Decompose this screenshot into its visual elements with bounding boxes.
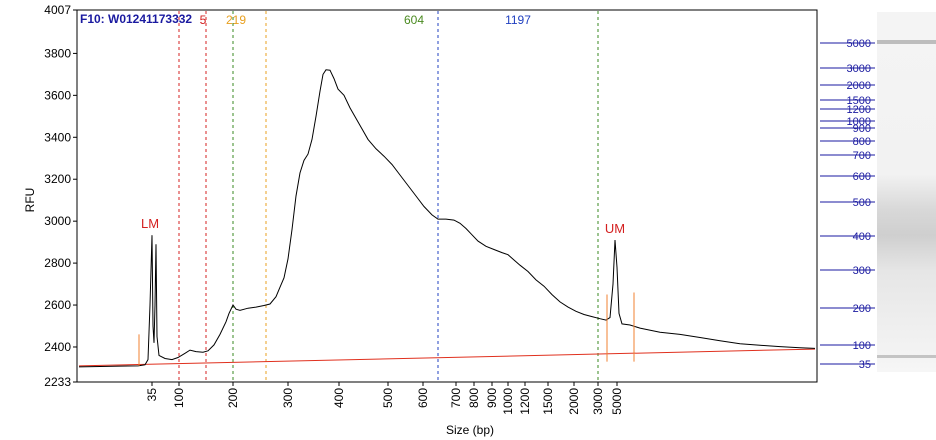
x-tick-label: 400: [332, 388, 346, 408]
x-axis-title: Size (bp): [446, 423, 494, 437]
y-tick-label: 3600: [44, 88, 71, 102]
x-tick-label: 2000: [567, 388, 581, 415]
ladder-label: 200: [853, 303, 871, 315]
y-tick-label: 2400: [44, 340, 71, 354]
x-tick-label: 200: [226, 388, 240, 408]
ladder-label: 2000: [847, 80, 871, 92]
ladder-label: 400: [853, 231, 871, 243]
marker-label: UM: [605, 221, 625, 236]
peak-size-label: 219: [226, 13, 246, 27]
ladder-label: 600: [853, 171, 871, 183]
ladder-label: 1200: [847, 104, 871, 116]
y-tick-label: 3400: [44, 130, 71, 144]
x-tick-label: 500: [381, 388, 395, 408]
baseline-line: [78, 348, 816, 367]
x-tick-label: 900: [485, 388, 499, 408]
y-tick-label: 2600: [44, 298, 71, 312]
ladder-label: 5000: [847, 38, 871, 50]
x-tick-label: 800: [467, 388, 481, 408]
ladder-label: 900: [853, 123, 871, 135]
ladder-label: 1000: [847, 116, 871, 128]
gel-band-top: [877, 40, 936, 44]
y-tick-label: 3800: [44, 46, 71, 60]
ladder-label: 700: [853, 150, 871, 162]
y-tick-label: 4007: [44, 3, 71, 17]
y-tick-label: 2233: [44, 375, 71, 389]
baseline: [78, 348, 816, 367]
gel-lane-image: [877, 12, 936, 372]
y-axis-title: RFU: [23, 188, 37, 213]
x-tick-label: 100: [172, 388, 186, 408]
trace: [78, 69, 816, 368]
ladder-label: 300: [853, 265, 871, 277]
ladder-label: 100: [853, 340, 871, 352]
plot-area: [76, 9, 818, 383]
gel-band-bottom: [877, 355, 936, 358]
y-tick-label: 3200: [44, 172, 71, 186]
chart-labels: LM UM 5 219 604 1197: [141, 13, 625, 236]
y-tick-label: 3000: [44, 214, 71, 228]
peak-region-lines: [178, 11, 599, 381]
ladder-label: 500: [853, 197, 871, 209]
x-tick-label: 5000: [610, 388, 624, 415]
y-tick-label: 2800: [44, 256, 71, 270]
x-tick-label: 35: [145, 388, 159, 402]
x-tick-label: 700: [449, 388, 463, 408]
marker-label: LM: [141, 216, 159, 231]
ladder-label: 800: [853, 136, 871, 148]
x-tick-label: 300: [281, 388, 295, 408]
peak-size-label: 1197: [505, 13, 531, 27]
x-tick-label: 3000: [591, 388, 605, 415]
marker-ticks: [138, 292, 635, 366]
ladder-label: 1500: [847, 95, 871, 107]
ladder-label: 35: [859, 359, 871, 371]
peak-size-label: 5: [200, 13, 207, 27]
x-tick-label: 1000: [501, 388, 515, 415]
x-tick-label: 1200: [518, 388, 532, 415]
peak-size-label: 604: [404, 13, 424, 27]
x-tick-label: 1500: [541, 388, 555, 415]
trace-line: [78, 69, 816, 368]
chart-title: F10: W01241173332: [80, 12, 192, 26]
ladder-label: 3000: [847, 63, 871, 75]
x-axis: 35 100 200 300 400 500 600 700 800 900 1000 1200 150…: [145, 382, 624, 415]
y-axis: 4007 3800 3600 3400 3200 3000 2800 2600 2400 2233: [44, 3, 77, 389]
x-tick-label: 600: [416, 388, 430, 408]
